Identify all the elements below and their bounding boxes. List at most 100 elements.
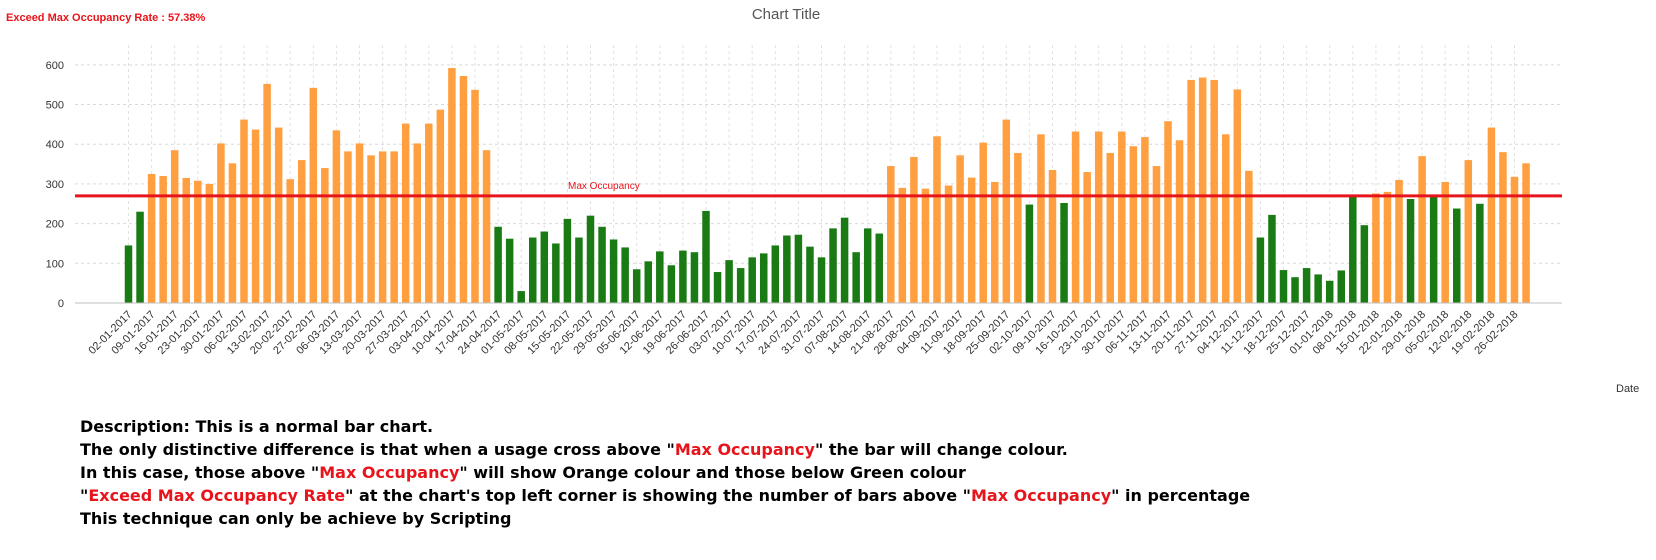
bar xyxy=(852,252,860,303)
bar xyxy=(794,234,803,303)
bar xyxy=(1118,131,1126,303)
bar xyxy=(702,210,710,303)
y-tick-label: 600 xyxy=(46,60,64,72)
bar xyxy=(667,265,676,303)
bar xyxy=(840,217,849,303)
bar xyxy=(806,246,814,303)
bar xyxy=(436,109,445,303)
bar xyxy=(1094,131,1103,303)
bar xyxy=(656,251,664,303)
bar xyxy=(1014,152,1022,303)
bar xyxy=(1002,119,1011,304)
bar xyxy=(910,156,918,303)
bar xyxy=(182,177,190,303)
bar xyxy=(274,127,283,303)
bar xyxy=(378,151,387,303)
exceed-rate-label: Exceed Max Occupancy Rate : 57.38% xyxy=(6,12,206,24)
bar xyxy=(1510,176,1519,303)
bar xyxy=(1025,204,1034,303)
bar xyxy=(240,119,248,304)
bar xyxy=(783,235,791,303)
bar xyxy=(344,151,352,303)
y-tick-label: 0 xyxy=(58,298,64,310)
bar xyxy=(529,237,537,303)
bar xyxy=(690,252,699,303)
bar xyxy=(575,237,583,303)
bar xyxy=(1337,270,1345,303)
bar xyxy=(967,177,976,303)
bar xyxy=(748,257,756,303)
bar xyxy=(725,260,733,303)
bar xyxy=(621,247,629,303)
bar xyxy=(586,215,595,303)
bar-chart: 0 100 200 300 400 500 600 Max Occupancy 02-01-… xyxy=(46,45,1562,357)
bar xyxy=(217,143,225,303)
bar xyxy=(1060,202,1068,303)
bar xyxy=(1360,225,1369,303)
bar xyxy=(251,129,260,303)
bar xyxy=(1395,179,1403,303)
description-line-3: In this case, those above "Max Occupancy… xyxy=(80,461,1250,484)
bar xyxy=(355,143,364,303)
bar xyxy=(124,245,133,303)
bar xyxy=(1037,134,1045,303)
bar xyxy=(771,245,780,303)
description-text: " in percentage xyxy=(1111,486,1251,505)
bar xyxy=(136,211,144,303)
bar xyxy=(1256,237,1265,303)
bar xyxy=(170,150,179,303)
bar xyxy=(1198,77,1207,303)
bar xyxy=(991,181,999,303)
y-tick-label: 200 xyxy=(46,219,64,231)
bar xyxy=(263,83,271,304)
bar xyxy=(1499,152,1507,303)
bar xyxy=(1152,166,1161,303)
description-text: " the bar will change colour. xyxy=(814,440,1068,459)
bar xyxy=(1175,140,1184,303)
y-axis: 0 100 200 300 400 500 600 xyxy=(46,60,64,310)
description-line-5: This technique can only be achieve by Sc… xyxy=(80,509,512,528)
bar xyxy=(459,75,468,304)
bar xyxy=(679,250,687,303)
bar xyxy=(760,253,768,303)
bar xyxy=(817,257,826,303)
bar xyxy=(286,179,294,303)
bar xyxy=(1279,270,1288,303)
bar xyxy=(598,226,606,303)
x-axis-title: Date xyxy=(1616,383,1640,395)
highlight-max-occupancy: Max Occupancy xyxy=(674,440,815,459)
bar xyxy=(875,233,883,303)
description-line-2: The only distinctive difference is that … xyxy=(80,438,1250,461)
bar xyxy=(1372,193,1380,303)
bar xyxy=(644,261,652,303)
bar xyxy=(517,291,525,303)
bar xyxy=(1476,203,1484,303)
bar xyxy=(1464,160,1473,303)
y-tick-label: 500 xyxy=(46,100,64,112)
bar xyxy=(632,269,641,303)
bar xyxy=(205,183,214,303)
y-tick-label: 400 xyxy=(46,139,64,151)
max-occupancy-label: Max Occupancy xyxy=(568,181,640,192)
bar xyxy=(609,239,618,303)
bar xyxy=(367,155,375,303)
bar xyxy=(1487,127,1496,303)
bar xyxy=(401,123,410,303)
bar xyxy=(887,166,895,303)
bar xyxy=(1222,134,1230,303)
bar xyxy=(1441,181,1449,303)
description-block: Description: This is a normal bar chart.… xyxy=(80,415,1250,530)
bar xyxy=(1210,79,1218,304)
bar xyxy=(1522,163,1530,303)
bar xyxy=(1291,277,1299,303)
bar xyxy=(956,155,964,303)
bar xyxy=(736,268,745,303)
bar xyxy=(413,143,421,303)
bar xyxy=(505,238,514,303)
bars xyxy=(124,68,1530,304)
bar xyxy=(1071,131,1080,303)
bar xyxy=(1083,172,1091,303)
bar xyxy=(1418,156,1426,303)
description-text: " at the chart's top left corner is show… xyxy=(345,486,971,505)
description-text: The only distinctive difference is that … xyxy=(80,440,675,459)
